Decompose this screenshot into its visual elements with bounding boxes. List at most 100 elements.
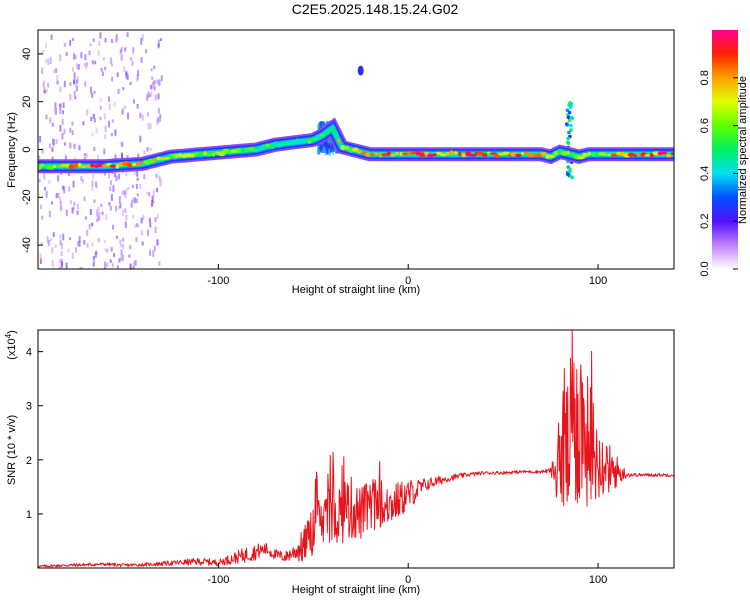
spectrogram-cell	[83, 62, 86, 67]
spectrogram-cell	[157, 43, 160, 49]
spectrogram-cell	[108, 120, 110, 128]
spectrogram-cell	[48, 210, 51, 218]
snr-scale-base: (x10	[6, 338, 18, 359]
spectrogram-cell	[146, 191, 149, 195]
spectrogram-cell	[110, 133, 113, 137]
spectrogram-cell	[113, 253, 116, 258]
ridge-cell	[302, 138, 309, 142]
ridge-cell	[206, 152, 212, 157]
spectrogram-cell	[61, 261, 63, 268]
ridge-cell	[548, 154, 556, 159]
spectrogram-cell	[89, 43, 92, 47]
spectrogram-cell	[59, 234, 62, 239]
ridge-cell	[501, 151, 510, 155]
spectrogram-cell	[106, 248, 109, 253]
spectrogram-cell	[42, 50, 45, 55]
spectrogram-cell	[154, 217, 157, 223]
spectrogram-cell	[92, 38, 95, 43]
spectrogram-cell	[52, 142, 55, 147]
spectrogram-cell	[77, 241, 80, 247]
spectrogram-cell	[73, 72, 76, 80]
ridge-cell	[406, 151, 413, 156]
ridge-cell	[662, 151, 667, 155]
spectrogram-cell	[43, 90, 46, 94]
spectrogram-cell	[101, 211, 104, 215]
spectrogram-cell	[109, 206, 112, 211]
spectrogram-cell	[145, 49, 148, 54]
spectrogram-cell	[76, 63, 79, 70]
spectrogram-cell	[129, 57, 132, 61]
ridge-band	[38, 120, 674, 172]
spectrogram-cell	[126, 32, 129, 38]
spectrogram-cell	[326, 139, 329, 143]
spectrogram-cell	[132, 261, 135, 267]
spectrogram-cell	[99, 98, 102, 103]
spectrogram-cell	[566, 141, 571, 145]
ridge-cell	[515, 153, 522, 157]
spectrogram-cell	[60, 206, 63, 211]
spectrogram-cell	[60, 201, 62, 208]
ridge-cell	[277, 143, 283, 148]
spectrogram-cell	[150, 68, 153, 72]
ridge-cell	[439, 153, 447, 157]
spectrogram-cell	[76, 203, 79, 210]
spectrogram-cell	[49, 237, 52, 242]
spectrogram-cell	[127, 112, 129, 120]
x-tick-label: 0	[405, 275, 411, 287]
colorbar-tick-label: 0.8	[699, 70, 711, 85]
ridge-cell	[433, 153, 437, 157]
ridge-cell	[411, 151, 417, 155]
x-tick-label: 0	[405, 574, 411, 586]
spectrogram-cell	[123, 190, 126, 195]
spectrogram-cell	[112, 185, 115, 192]
spectrogram-cell	[96, 209, 99, 217]
ridge-cell	[378, 153, 383, 158]
spectrogram-cell	[151, 200, 153, 207]
spectrogram-cell	[567, 110, 572, 115]
spectrogram-cell	[123, 66, 126, 72]
spectrogram-cell	[136, 184, 138, 189]
spectrogram-cell	[146, 147, 149, 152]
spectrogram-cell	[95, 184, 98, 189]
ridge-cell	[520, 152, 525, 155]
spectrogram-cell	[78, 240, 81, 248]
spectrogram-cell	[147, 91, 150, 98]
spectrogram-cell	[75, 247, 78, 253]
ridge-cell	[331, 130, 338, 133]
spectrogram-cell	[118, 196, 121, 204]
spectrogram-cell	[109, 259, 112, 263]
spectrogram-cell	[106, 262, 109, 268]
spectrogram-cell	[83, 153, 86, 157]
spectrogram-cell	[133, 197, 136, 204]
spectrogram-cell	[91, 222, 94, 227]
spectrogram-cell	[91, 60, 94, 65]
snr-panel: -100 0 100 1 2 3 4 Height of straight line (km…	[4, 329, 675, 596]
spectrogram-cell	[50, 34, 53, 40]
spectrogram-cell	[148, 93, 151, 98]
spectrogram-cell	[322, 121, 325, 125]
spectrogram-cell	[86, 229, 89, 236]
spectrogram-cell	[137, 153, 140, 160]
spectrogram-cell	[47, 240, 50, 247]
ridge-cell	[261, 144, 266, 149]
spectrogram-cell	[56, 80, 59, 85]
spectrogram-cell	[159, 179, 162, 187]
spectrogram-cell	[43, 80, 46, 84]
spectrogram-cell	[131, 199, 133, 203]
spectrogram-cell	[46, 236, 49, 244]
spectrogram-cell	[47, 58, 50, 65]
spectrogram-cell	[146, 94, 149, 102]
spectrogram-cell	[45, 191, 48, 198]
spectrogram-cell	[84, 81, 87, 87]
snr-x-axis-label: Height of straight line (km)	[292, 584, 420, 596]
spectrogram-cell	[71, 252, 74, 260]
spectrogram-cell	[103, 148, 106, 155]
spectrogram-cell	[96, 218, 99, 222]
snr-scale-close: )	[6, 330, 18, 334]
ridge-cell	[152, 157, 157, 162]
spectrogram-cell	[124, 191, 127, 198]
spectrogram-cell	[104, 248, 107, 252]
spectrogram-cell	[78, 144, 81, 151]
spectrogram-cell	[157, 93, 160, 100]
spectrogram-cell	[122, 237, 125, 242]
